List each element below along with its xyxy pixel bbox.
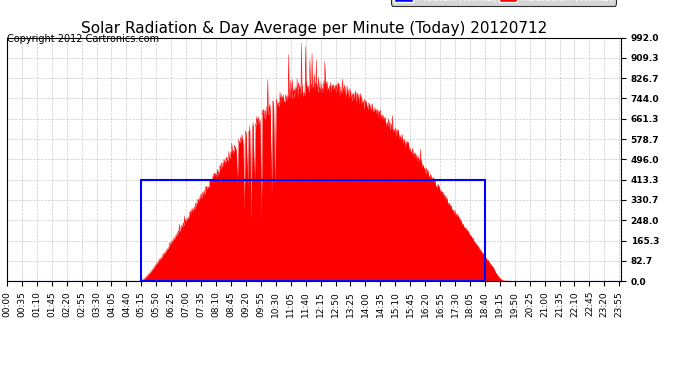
Legend: Median (W/m2), Radiation (W/m2): Median (W/m2), Radiation (W/m2) — [391, 0, 615, 6]
Title: Solar Radiation & Day Average per Minute (Today) 20120712: Solar Radiation & Day Average per Minute… — [81, 21, 547, 36]
Text: Copyright 2012 Cartronics.com: Copyright 2012 Cartronics.com — [7, 34, 159, 44]
Bar — [141, 180, 485, 281]
